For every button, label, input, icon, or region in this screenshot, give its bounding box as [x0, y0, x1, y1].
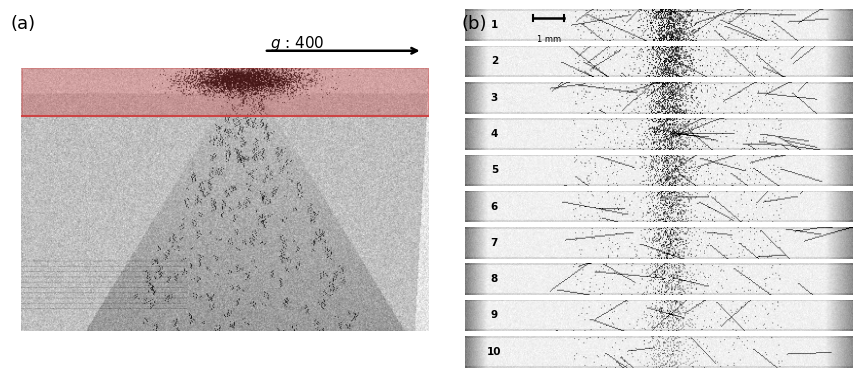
Text: 1 mm: 1 mm: [536, 35, 560, 44]
Text: (a): (a): [10, 15, 35, 33]
Text: 1: 1: [491, 20, 498, 30]
Text: 3: 3: [491, 93, 498, 103]
Text: 2: 2: [491, 56, 498, 67]
Text: $\mathbf{\it{g}}$ : 400: $\mathbf{\it{g}}$ : 400: [270, 34, 325, 53]
Text: 6: 6: [491, 202, 498, 212]
Text: 7: 7: [491, 238, 498, 248]
Bar: [22, 68, 429, 116]
Text: 4: 4: [491, 129, 498, 139]
Text: 9: 9: [491, 311, 498, 320]
Text: 5: 5: [491, 165, 498, 175]
Text: 10: 10: [487, 347, 501, 357]
Text: 8: 8: [491, 274, 498, 284]
Text: (b): (b): [461, 15, 487, 33]
